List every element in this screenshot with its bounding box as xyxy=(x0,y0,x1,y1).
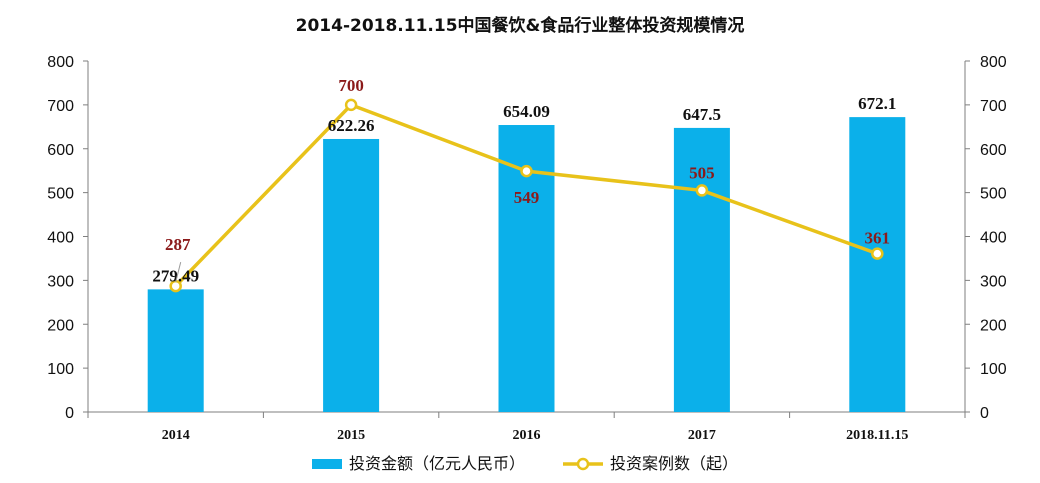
bar xyxy=(147,289,204,412)
y-tick-label-right: 200 xyxy=(980,317,1007,334)
line-value-label: 361 xyxy=(865,229,891,248)
legend-bar-swatch xyxy=(312,459,342,469)
bar xyxy=(323,138,380,412)
bar xyxy=(849,117,906,413)
legend-line-marker xyxy=(576,457,590,471)
y-tick-label-left: 500 xyxy=(47,186,74,203)
y-tick-label-left: 400 xyxy=(47,230,74,247)
bar-value-label: 279.49 xyxy=(152,266,199,285)
bar-value-label: 622.26 xyxy=(328,116,375,135)
line-point xyxy=(344,98,358,112)
x-tick-label: 2017 xyxy=(688,428,716,443)
y-tick-label-left: 600 xyxy=(47,142,74,159)
legend-line-label: 投资案例数（起） xyxy=(610,454,738,473)
y-tick-label-left: 0 xyxy=(65,405,74,422)
y-tick-label-left: 300 xyxy=(47,273,74,290)
legend: 投资金额（亿元人民币） 投资案例数（起） xyxy=(312,454,738,473)
line-value-label: 700 xyxy=(338,76,364,95)
line-series xyxy=(169,98,884,293)
bar-value-label: 647.5 xyxy=(683,105,721,124)
chart-axes: 0 100 200 300 400 500 600 700 800 0 100 200 300 400 50… xyxy=(47,54,1007,443)
bar-series xyxy=(147,117,906,413)
y-tick-label-left: 200 xyxy=(47,317,74,334)
y-tick-label-right: 300 xyxy=(980,273,1007,290)
x-tick-label: 2016 xyxy=(513,428,541,443)
y-tick-label-left: 100 xyxy=(47,361,74,378)
x-tick-label: 2018.11.15 xyxy=(846,428,908,443)
legend-bar-label: 投资金额（亿元人民币） xyxy=(349,454,525,473)
y-tick-label-right: 500 xyxy=(980,186,1007,203)
data-labels: 279.49 622.26 654.09 647.5 672.1 287 700 549 505… xyxy=(152,76,896,285)
bar xyxy=(673,127,730,413)
y-tick-label-right: 800 xyxy=(980,54,1007,71)
chart-title: 2014-2018.11.15中国餐饮&食品行业整体投资规模情况 xyxy=(296,15,745,36)
bar-value-label: 672.1 xyxy=(858,94,896,113)
x-tick-label: 2015 xyxy=(337,428,365,443)
line-value-label: 549 xyxy=(514,188,540,207)
line-value-label: 505 xyxy=(689,163,715,182)
y-tick-label-right: 600 xyxy=(980,142,1007,159)
line-point xyxy=(520,164,533,178)
y-tick-label-right: 700 xyxy=(980,98,1007,115)
y-tick-label-right: 100 xyxy=(980,361,1007,378)
x-tick-label: 2014 xyxy=(162,428,190,443)
bar-value-label: 654.09 xyxy=(503,102,550,121)
line-point xyxy=(695,184,709,197)
y-tick-label-right: 0 xyxy=(980,405,989,422)
line-value-label: 287 xyxy=(165,235,191,254)
y-tick-label-right: 400 xyxy=(980,230,1007,247)
y-tick-label-left: 700 xyxy=(47,98,74,115)
line-point xyxy=(871,247,884,260)
label-leader-line xyxy=(175,261,182,283)
y-tick-label-left: 800 xyxy=(47,54,74,71)
